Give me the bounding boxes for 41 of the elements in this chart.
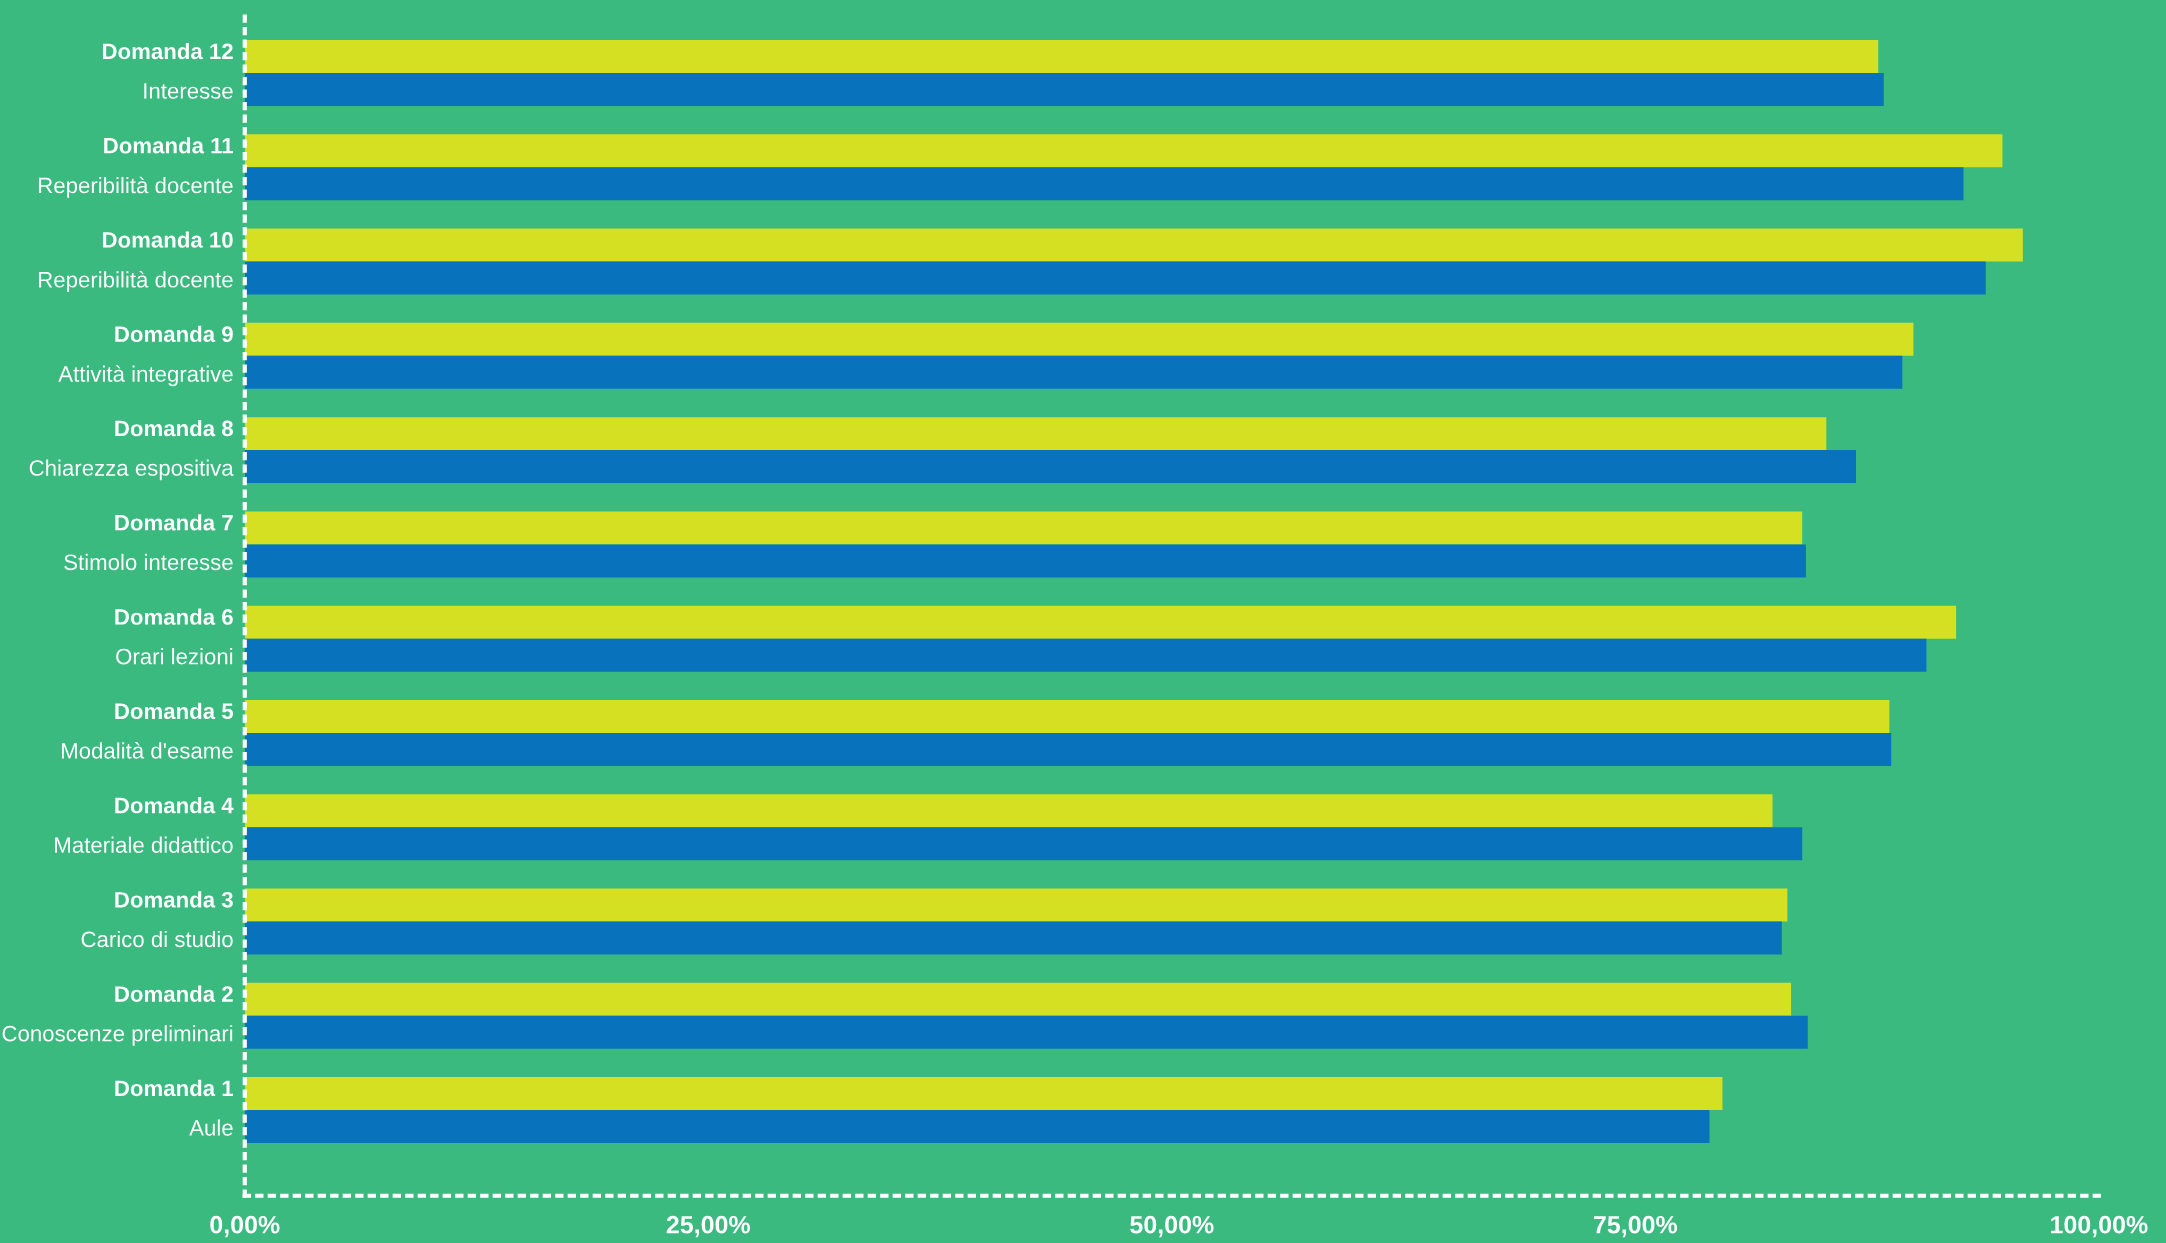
bar [244, 982, 1792, 1016]
bar [244, 1109, 1710, 1143]
bar [244, 794, 1773, 828]
bar [244, 921, 1782, 955]
bar [244, 322, 1914, 356]
x-tick-label: 0,00% [210, 1215, 280, 1238]
bar [244, 638, 1927, 672]
y-tick-label: Domanda 12 Interesse [102, 42, 233, 99]
x-tick-label: 50,00% [1130, 1215, 1214, 1238]
bar [244, 827, 1803, 861]
bar [244, 73, 1884, 107]
bar [244, 888, 1788, 922]
y-tick-label: Domanda 9 Attività integrative [58, 325, 233, 387]
bar [244, 605, 1957, 639]
y-tick-label: Domanda 7 Stimolo interesse [64, 514, 233, 571]
x-tick-label: 25,00% [666, 1215, 751, 1238]
bar [244, 1015, 1808, 1049]
bar [244, 544, 1806, 578]
bar [244, 261, 1986, 295]
y-tick-label: Domanda 4 Materiale didattico [55, 797, 234, 853]
bar [244, 732, 1892, 766]
bar [244, 511, 1803, 545]
y-tick-label: Domanda 3 Carico di studio [81, 891, 233, 948]
y-tick-label: Domanda 10 Reperibilità docente [39, 231, 233, 292]
bar [244, 167, 1964, 201]
x-tick-label: 75,00% [1594, 1215, 1678, 1238]
bar [244, 134, 2003, 168]
x-tick-label: 100,00% [2051, 1215, 2148, 1238]
y-tick-label: Domanda 1 Aule [115, 1079, 234, 1136]
bar [244, 450, 1856, 484]
bar [244, 699, 1890, 733]
y-tick-label: Domanda 8 Chiarezza espositiva [29, 419, 234, 481]
bar [244, 355, 1903, 389]
bar [244, 228, 2023, 262]
y-tick-label: Domanda 6 Orari lezioni [115, 608, 233, 665]
y-tick-label: Domanda 11 Reperibilità docente [39, 137, 234, 198]
y-tick-label: Domanda 5 Modalità d'esame [62, 702, 234, 759]
bar [244, 417, 1827, 451]
bar [244, 40, 1879, 74]
y-tick-label: Domanda 2 Conoscenze preliminari [2, 985, 233, 1046]
bar [244, 1076, 1723, 1110]
